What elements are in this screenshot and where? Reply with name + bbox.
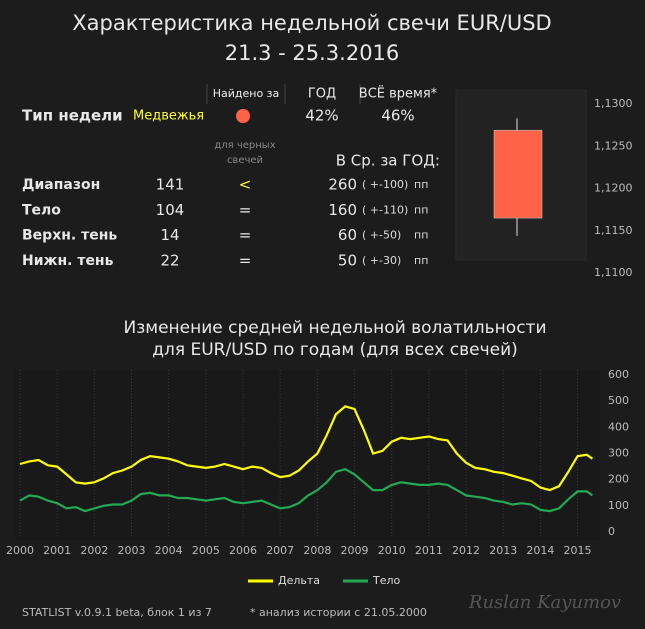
unit: пп — [414, 254, 428, 267]
x-tick-label: 2009 — [341, 544, 369, 557]
x-tick-label: 2006 — [229, 544, 257, 557]
column-header: ВСЁ время* — [359, 86, 438, 102]
row-label: Тип недели — [22, 107, 123, 125]
row-label: Верхн. тень — [22, 228, 117, 244]
y-tick-label: 1,1200 — [594, 182, 633, 195]
candle-body — [493, 129, 543, 219]
history-note: * анализ истории с 21.05.2000 — [250, 606, 427, 619]
x-tick-label: 2003 — [118, 544, 146, 557]
signature: Ruslan Kayumov — [468, 592, 621, 613]
legend-label: Дельта — [278, 574, 320, 587]
candle-panel — [455, 89, 587, 261]
comparison: = — [239, 226, 252, 244]
note: для черных — [214, 140, 275, 151]
y-tick-label: 500 — [608, 394, 629, 407]
x-tick-label: 2002 — [80, 544, 108, 557]
plot-area — [15, 370, 600, 540]
week-type: Медвежья — [133, 109, 204, 124]
y-tick-label: 1,1100 — [594, 266, 633, 279]
unit: пп — [414, 203, 428, 216]
series-line — [19, 405, 594, 492]
deviation: ( +-30) — [362, 254, 401, 267]
x-tick-label: 2012 — [452, 544, 480, 557]
year-average: 60 — [338, 226, 357, 244]
y-tick-label: 100 — [608, 499, 629, 512]
comparison: < — [239, 176, 252, 194]
x-tick-label: 2005 — [192, 544, 220, 557]
x-tick-label: 2007 — [266, 544, 294, 557]
y-tick-label: 1,1250 — [594, 139, 633, 152]
x-tick-label: 2015 — [564, 544, 592, 557]
x-tick-label: 2004 — [155, 544, 183, 557]
subtitle: 21.3 - 25.3.2016 — [225, 41, 400, 65]
y-tick-label: 200 — [608, 473, 629, 486]
comparison: = — [239, 201, 252, 219]
x-tick-label: 2008 — [303, 544, 331, 557]
avg-header: В Ср. за ГОД: — [336, 152, 440, 170]
row-label: Нижн. тень — [22, 253, 114, 269]
y-tick-label: 1,1150 — [594, 224, 633, 237]
y-tick-label: 0 — [608, 525, 615, 538]
year-share: 42% — [305, 107, 338, 125]
year-average: 50 — [338, 251, 357, 269]
y-tick-label: 300 — [608, 447, 629, 460]
version: STATLIST v.0.9.1 beta, блок 1 из 7 — [22, 606, 212, 619]
deviation: ( +-100) — [362, 178, 408, 191]
chart-subtitle: для EUR/USD по годам (для всех свечей) — [152, 340, 518, 360]
deviation: ( +-110) — [362, 203, 408, 216]
x-tick-label: 2013 — [489, 544, 517, 557]
x-tick-label: 2014 — [526, 544, 554, 557]
week-value: 104 — [156, 201, 185, 219]
legend-label: Тело — [372, 574, 401, 587]
comparison: = — [239, 251, 252, 269]
column-header: Найдено за — [213, 87, 280, 100]
note: свечей — [227, 155, 263, 166]
year-average: 260 — [328, 176, 357, 194]
week-value: 141 — [156, 176, 185, 194]
unit: пп — [414, 178, 428, 191]
week-value: 22 — [160, 251, 179, 269]
deviation: ( +-50) — [362, 229, 401, 242]
y-tick-label: 400 — [608, 420, 629, 433]
x-tick-label: 2001 — [43, 544, 71, 557]
unit: пп — [414, 229, 428, 242]
x-tick-label: 2011 — [415, 544, 443, 557]
all-time-share: 46% — [381, 107, 414, 125]
x-tick-label: 2010 — [378, 544, 406, 557]
x-tick-label: 2000 — [6, 544, 34, 557]
y-tick-label: 1,1300 — [594, 97, 633, 110]
row-label: Диапазон — [22, 177, 100, 193]
column-header: ГОД — [308, 87, 336, 102]
chart-title: Изменение средней недельной волатильност… — [123, 318, 546, 338]
year-average: 160 — [328, 201, 357, 219]
y-tick-label: 600 — [608, 368, 629, 381]
week-value: 14 — [160, 226, 179, 244]
row-label: Тело — [22, 202, 61, 218]
series-line — [19, 468, 594, 513]
week-marker — [236, 109, 250, 123]
title: Характеристика недельной свечи EUR/USD — [72, 11, 551, 35]
